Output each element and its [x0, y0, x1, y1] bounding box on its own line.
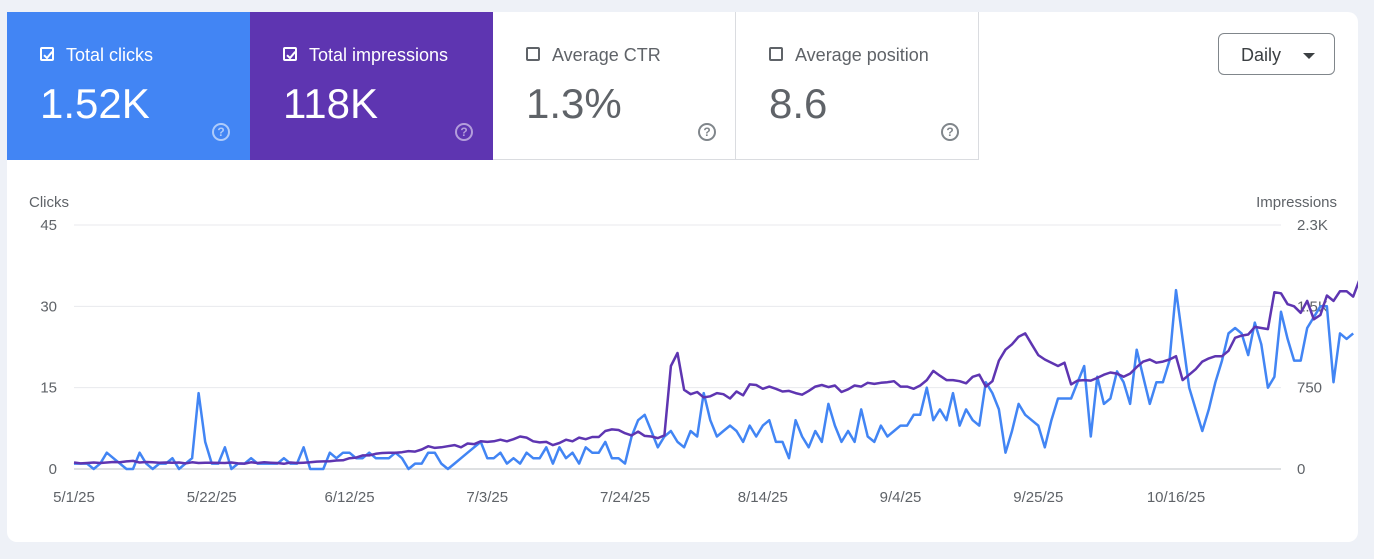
- average-position-tile[interactable]: Average position 8.6 ?: [736, 12, 979, 160]
- y-axis-left-label: Clicks: [29, 194, 69, 211]
- y-left-tick-label: 45: [40, 217, 57, 234]
- y-left-tick-label: 0: [49, 461, 57, 478]
- average-ctr-tile[interactable]: Average CTR 1.3% ?: [493, 12, 736, 160]
- total-clicks-tile[interactable]: Total clicks 1.52K ?: [7, 12, 250, 160]
- x-tick-label: 5/1/25: [53, 489, 95, 506]
- x-tick-label: 5/22/25: [187, 489, 237, 506]
- performance-card: Total clicks 1.52K ? Total impressions 1…: [7, 12, 1358, 542]
- average-ctr-label: Average CTR: [552, 45, 661, 65]
- help-icon[interactable]: ?: [212, 123, 230, 141]
- clicks-series-line: [74, 288, 1355, 471]
- average-position-value: 8.6: [769, 80, 828, 127]
- x-tick-label: 7/24/25: [600, 489, 650, 506]
- x-tick-label: 10/16/25: [1147, 489, 1205, 506]
- x-tick-label: 6/12/25: [324, 489, 374, 506]
- total-clicks-checkbox[interactable]: [40, 47, 54, 61]
- y-right-tick-label: 750: [1297, 380, 1322, 397]
- total-impressions-checkbox[interactable]: [283, 47, 297, 61]
- y-right-tick-label: 0: [1297, 461, 1305, 478]
- y-left-tick-label: 15: [40, 380, 57, 397]
- average-ctr-value: 1.3%: [526, 80, 622, 127]
- granularity-dropdown[interactable]: Daily: [1218, 33, 1335, 75]
- y-right-tick-label: 1.5K: [1297, 298, 1328, 315]
- check-icon: [43, 51, 53, 60]
- x-tick-label: 9/25/25: [1013, 489, 1063, 506]
- help-icon[interactable]: ?: [941, 123, 959, 141]
- x-tick-label: 9/4/25: [880, 489, 922, 506]
- y-axis-right-label: Impressions: [1256, 194, 1337, 211]
- granularity-label: Daily: [1241, 45, 1282, 65]
- help-icon[interactable]: ?: [455, 123, 473, 141]
- total-impressions-value: 118K: [283, 80, 378, 127]
- total-impressions-label: Total impressions: [309, 45, 449, 65]
- help-icon[interactable]: ?: [698, 123, 716, 141]
- y-right-tick-label: 2.3K: [1297, 217, 1328, 234]
- total-clicks-value: 1.52K: [40, 80, 150, 127]
- y-left-tick-label: 30: [40, 298, 57, 315]
- average-ctr-checkbox[interactable]: [526, 47, 540, 61]
- total-clicks-label: Total clicks: [66, 45, 154, 65]
- performance-chart: Clicks Impressions 0 0 15 750 30 1.5K 45 2.3K 5/…: [29, 194, 1358, 506]
- impressions-series-line: [73, 280, 1358, 466]
- average-position-checkbox[interactable]: [769, 47, 783, 61]
- x-tick-label: 7/3/25: [466, 489, 508, 506]
- total-impressions-tile[interactable]: Total impressions 118K ?: [250, 12, 493, 160]
- x-tick-label: 8/14/25: [738, 489, 788, 506]
- average-position-label: Average position: [795, 45, 929, 65]
- caret-down-icon: [1303, 53, 1315, 59]
- check-icon: [286, 51, 296, 60]
